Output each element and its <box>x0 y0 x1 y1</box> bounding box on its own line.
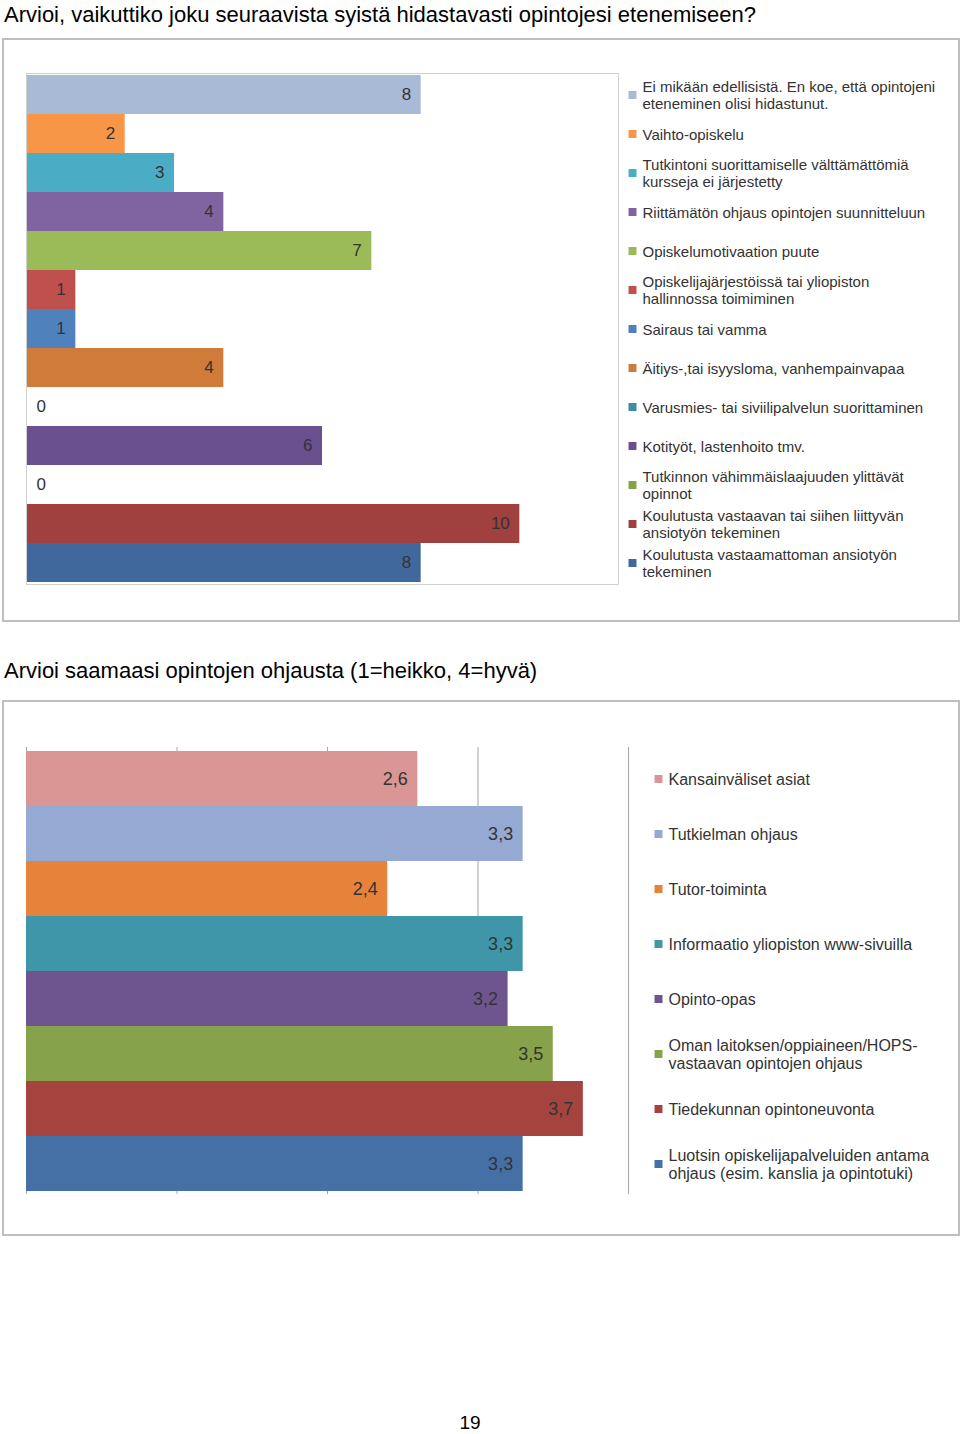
html-text:Arvioi saamaasi opintojen ohja: Arvioi saamaasi opintojen ohjausta (1=he… <box>4 658 538 683</box>
svg-text:Varusmies- tai siviilipalvelun: Varusmies- tai siviilipalvelun suorittam… <box>643 399 924 416</box>
svg-text:Koulutusta vastaamattoman ansi: Koulutusta vastaamattoman ansiotyöntekem… <box>643 546 897 580</box>
svg-text:Äitiys-,tai isyysloma, vanhemp: Äitiys-,tai isyysloma, vanhempainvapaa <box>643 360 905 377</box>
svg-text:Tutkintoni suorittamiselle väl: Tutkintoni suorittamiselle välttämättömi… <box>643 156 910 190</box>
svg-text:Koulutusta vastaavan tai siihe: Koulutusta vastaavan tai siihen liittyvä… <box>643 507 904 541</box>
svg-text:1: 1 <box>56 280 65 299</box>
svg-text:Oman laitoksen/oppiaineen/HOPS: Oman laitoksen/oppiaineen/HOPS-vastaavan… <box>669 1037 918 1072</box>
svg-text:4: 4 <box>204 202 213 221</box>
svg-text:Vaihto-opiskelu: Vaihto-opiskelu <box>643 126 744 143</box>
svg-text:Tiedekunnan opintoneuvonta: Tiedekunnan opintoneuvonta <box>669 1101 875 1118</box>
svg-text:3,3: 3,3 <box>488 824 513 844</box>
svg-text:3,5: 3,5 <box>518 1044 543 1064</box>
svg-text:8: 8 <box>402 553 411 572</box>
svg-text:Informaatio yliopiston www-siv: Informaatio yliopiston www-sivuilla <box>669 936 913 953</box>
svg-text:2,4: 2,4 <box>353 879 378 899</box>
svg-text:3: 3 <box>155 163 164 182</box>
svg-text:3,2: 3,2 <box>473 989 498 1009</box>
html-text:Arvioi, vaikuttiko joku seuraa: Arvioi, vaikuttiko joku seuraavista syis… <box>4 2 757 27</box>
svg-text:1: 1 <box>56 319 65 338</box>
svg-text:Opinto-opas: Opinto-opas <box>669 991 756 1008</box>
svg-text:8: 8 <box>402 85 411 104</box>
svg-text:Tutkielman ohjaus: Tutkielman ohjaus <box>669 826 798 843</box>
svg-text:Opiskelumotivaation puute: Opiskelumotivaation puute <box>643 243 820 260</box>
svg-text:Kansainväliset asiat: Kansainväliset asiat <box>669 771 811 788</box>
svg-text:0: 0 <box>37 397 46 416</box>
svg-text:Tutor-toiminta: Tutor-toiminta <box>669 881 767 898</box>
svg-text:Sairaus tai vamma: Sairaus tai vamma <box>643 321 768 338</box>
svg-text:Luotsin opiskelijapalveluiden: Luotsin opiskelijapalveluiden antamaohja… <box>669 1147 930 1182</box>
svg-text:Tutkinnon vähimmäislaajuuden y: Tutkinnon vähimmäislaajuuden ylittävätop… <box>643 468 905 502</box>
svg-text:3,3: 3,3 <box>488 934 513 954</box>
svg-text:Ei mikään edellisistä. En koe,: Ei mikään edellisistä. En koe, että opin… <box>643 78 936 112</box>
svg-text:3,7: 3,7 <box>548 1099 573 1119</box>
html-text:19: 19 <box>459 1412 481 1433</box>
svg-text:2,6: 2,6 <box>383 769 408 789</box>
svg-text:Opiskelijajärjestöissä tai yli: Opiskelijajärjestöissä tai yliopistonhal… <box>643 273 870 307</box>
svg-text:4: 4 <box>204 358 213 377</box>
svg-text:6: 6 <box>303 436 312 455</box>
svg-text:3,3: 3,3 <box>488 1154 513 1174</box>
svg-text:10: 10 <box>491 514 510 533</box>
svg-text:Kotityöt, lastenhoito tmv.: Kotityöt, lastenhoito tmv. <box>643 438 805 455</box>
svg-text:Riittämätön ohjaus opintojen s: Riittämätön ohjaus opintojen suunnittelu… <box>643 204 926 221</box>
svg-text:7: 7 <box>352 241 361 260</box>
svg-text:0: 0 <box>37 475 46 494</box>
svg-text:2: 2 <box>106 124 115 143</box>
